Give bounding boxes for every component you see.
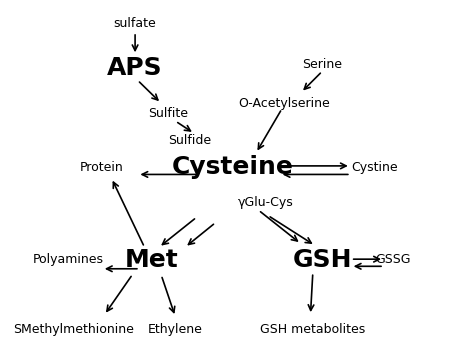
Text: APS: APS <box>107 56 163 80</box>
Text: SMethylmethionine: SMethylmethionine <box>13 323 134 336</box>
Text: GSH metabolites: GSH metabolites <box>260 323 365 336</box>
Text: Sulfite: Sulfite <box>148 108 188 120</box>
Text: Cysteine: Cysteine <box>171 155 293 179</box>
Text: sulfate: sulfate <box>114 17 156 30</box>
Text: Sulfide: Sulfide <box>168 134 211 147</box>
Text: GSH: GSH <box>292 248 352 272</box>
Text: Ethylene: Ethylene <box>148 323 203 336</box>
Text: Met: Met <box>125 248 179 272</box>
Text: Cystine: Cystine <box>351 161 398 174</box>
Text: GSSG: GSSG <box>376 253 411 266</box>
Text: γGlu-Cys: γGlu-Cys <box>237 197 293 209</box>
Text: Polyamines: Polyamines <box>33 253 104 266</box>
Text: Protein: Protein <box>80 161 124 174</box>
Text: O-Acetylserine: O-Acetylserine <box>238 97 330 110</box>
Text: Serine: Serine <box>302 58 342 70</box>
